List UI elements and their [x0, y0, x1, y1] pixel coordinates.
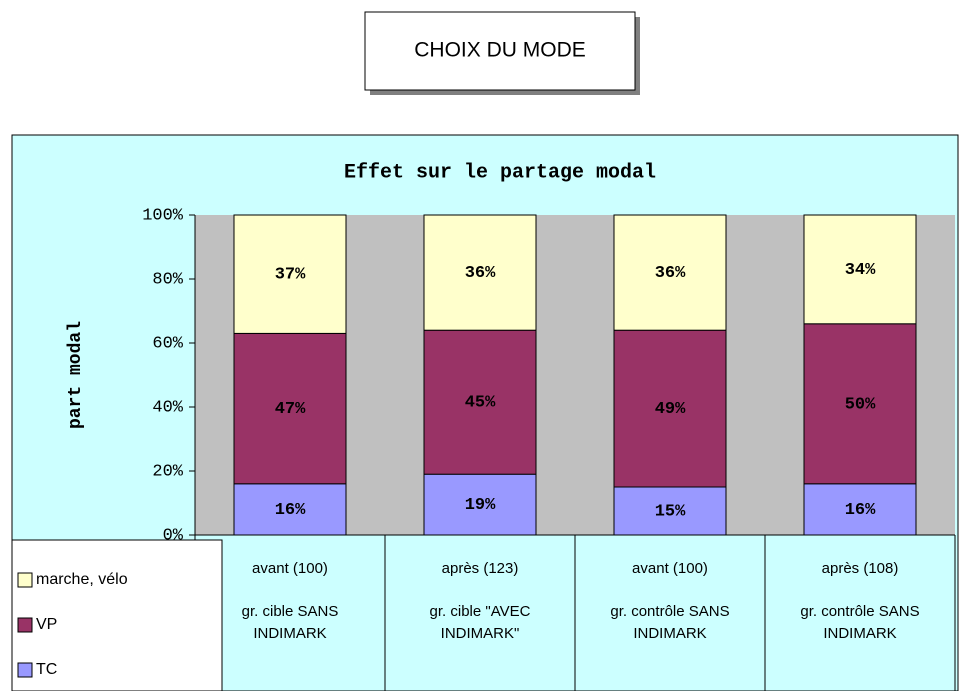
y-tick-label: 40%	[152, 398, 183, 417]
group-label: gr. cible "AVEC INDIMARK"	[429, 603, 531, 642]
legend-label: marche, vélo	[36, 571, 128, 588]
legend-label: VP	[36, 616, 57, 633]
x-tick-label: avant (100)	[632, 560, 708, 577]
header: CHOIX DU MODE	[414, 39, 586, 62]
legend-label: TC	[36, 661, 57, 678]
bar-segment	[423, 473, 537, 536]
bar-segment	[233, 214, 347, 334]
x-tick-label: avant (100)	[252, 560, 328, 577]
value-label: 37%	[275, 266, 306, 285]
group-label: gr. cible SANS INDIMARK	[241, 603, 339, 642]
value-label: 49%	[655, 400, 686, 419]
bar-segment	[613, 329, 727, 488]
y-tick-label: 80%	[152, 270, 183, 289]
value-label: 45%	[465, 394, 496, 413]
value-label: 15%	[655, 502, 686, 521]
y-tick-label: 20%	[152, 462, 183, 481]
bar-segment	[233, 483, 347, 536]
value-label: 34%	[845, 261, 876, 280]
bar-segment	[803, 323, 917, 485]
x-tick-label: après (123)	[441, 560, 519, 577]
bar-segment	[233, 332, 347, 485]
bar-segment	[803, 483, 917, 536]
x-tick-label: après (108)	[821, 560, 899, 577]
y-axis-label: part modal	[66, 321, 86, 429]
y-tick-label: 100%	[142, 206, 184, 225]
bar-segment	[613, 214, 727, 331]
bar-segment	[613, 486, 727, 536]
legend-box	[11, 539, 223, 691]
legend-swatch	[17, 617, 33, 633]
value-label: 47%	[275, 400, 306, 419]
bar-segment	[423, 329, 537, 475]
bar-segment	[423, 214, 537, 331]
value-label: 36%	[655, 264, 686, 283]
value-label: 19%	[465, 496, 496, 515]
value-label: 50%	[845, 395, 876, 414]
legend-swatch	[17, 662, 33, 678]
legend-swatch	[17, 572, 33, 588]
bar-segment	[803, 214, 917, 325]
y-tick-label: 60%	[152, 334, 183, 353]
value-label: 16%	[275, 501, 306, 520]
value-label: 36%	[465, 264, 496, 283]
group-label: gr. contrôle SANS INDIMARK	[800, 603, 920, 642]
group-label: gr. contrôle SANS INDIMARK	[610, 603, 730, 642]
header-box	[364, 11, 636, 91]
value-label: 16%	[845, 501, 876, 520]
chart-title: Effet sur le partage modal	[344, 161, 656, 184]
